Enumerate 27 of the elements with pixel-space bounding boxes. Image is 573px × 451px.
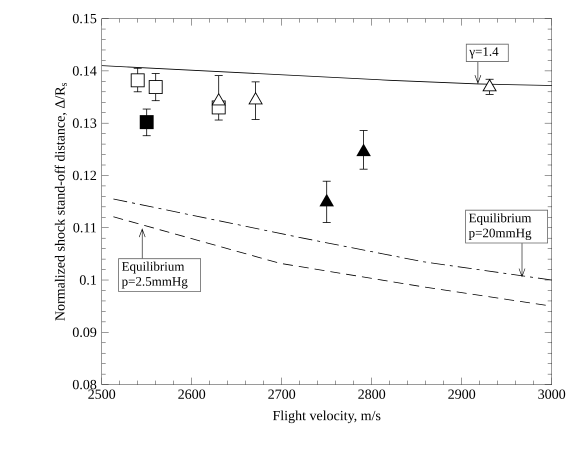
point [140,115,154,130]
point [130,73,145,88]
point [356,144,371,156]
x-tick-label: 3000 [538,389,566,399]
y-tick-label: 0.12 [72,170,96,180]
y-tick-label: 0.09 [72,328,96,338]
point [482,79,497,92]
x-tick-label: 2500 [88,389,116,399]
annotation: Equilibrium p=20mmHg [468,213,532,240]
x-tick-label: 2600 [178,389,206,399]
y-tick-label: 0.08 [72,380,96,390]
annotation: γ=1.4 [469,47,498,59]
x-tick-label: 2900 [448,389,476,399]
point [320,194,334,206]
y-tick-label: 0.11 [73,222,96,232]
annotation: Equilibrium p=2.5mmHg [122,262,188,288]
y-tick-label: 0.13 [72,118,96,128]
y-tick-label: 0.14 [72,66,97,76]
point [248,92,263,104]
point [148,80,163,94]
x-axis-title: Flight velocity, m/s [272,410,380,424]
x-tick-label: 2800 [358,389,386,399]
point [212,93,226,106]
y-tick-label: 0.15 [72,14,96,24]
y-axis-title: Normalized shock stand-off distance, Δ/R$_{s}$ [54,82,67,321]
x-tick-label: 2700 [268,389,296,399]
y-tick-label: 0.1 [80,275,96,285]
